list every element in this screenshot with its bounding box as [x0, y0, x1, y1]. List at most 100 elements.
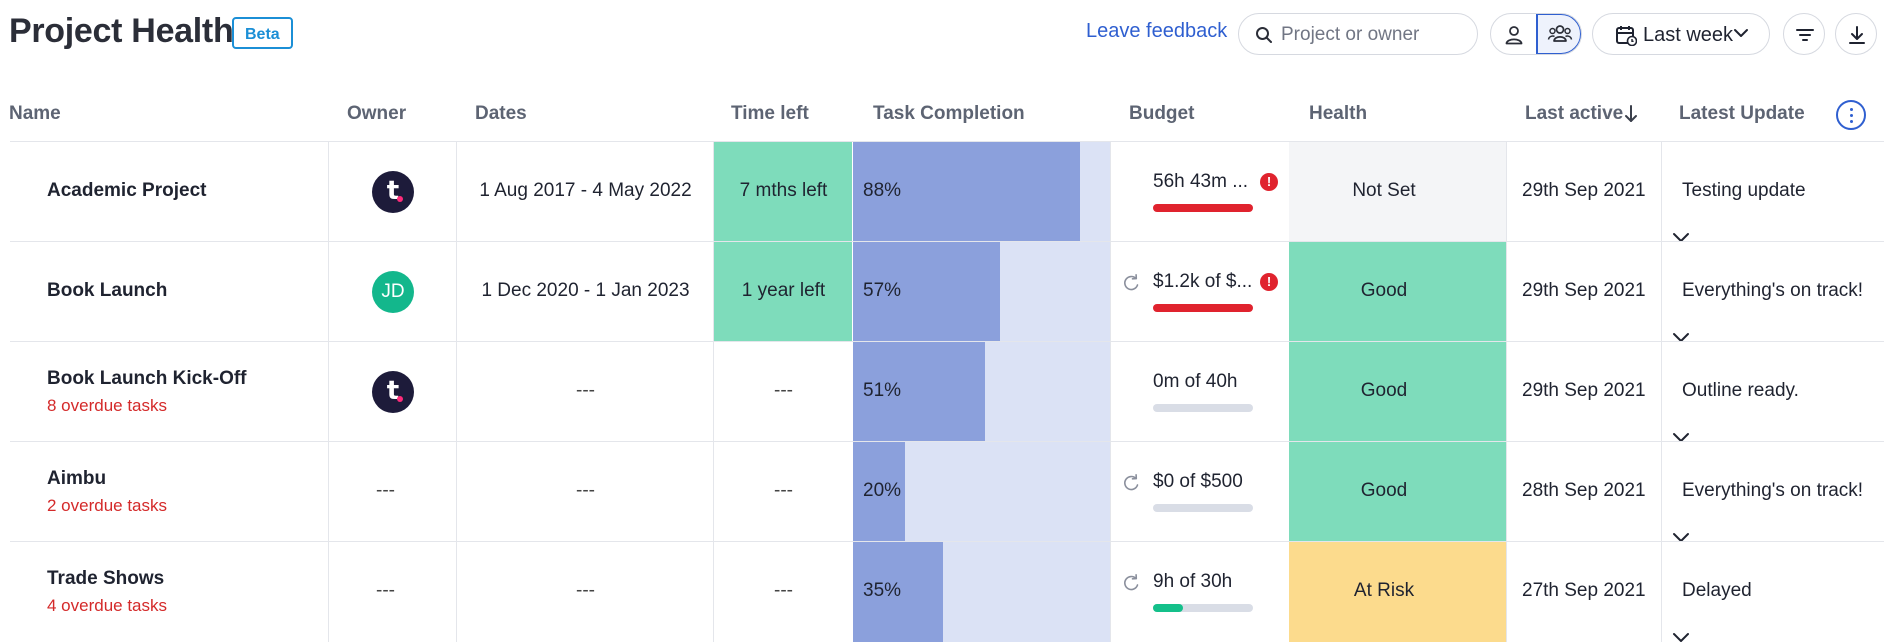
owner-cell: t	[328, 142, 456, 242]
recurring-icon	[1122, 573, 1142, 598]
completion-percent: 20%	[863, 480, 902, 501]
latest-update-text[interactable]: Everything's on track!	[1682, 280, 1864, 301]
project-dates: ---	[576, 480, 595, 501]
time-left-cell: 1 year left	[713, 242, 852, 342]
time-left-value: ---	[774, 580, 793, 601]
more-dots-icon	[1850, 108, 1853, 111]
single-user-view-button[interactable]	[1491, 14, 1536, 54]
owner-toggle	[1490, 13, 1582, 55]
search-box[interactable]	[1238, 13, 1478, 55]
health-dropdown[interactable]: Good	[1289, 242, 1689, 342]
search-icon	[1256, 27, 1272, 43]
health-dropdown[interactable]: Good	[1289, 442, 1689, 542]
overdue-tasks-link[interactable]: 8 overdue tasks	[47, 396, 168, 415]
column-header-name[interactable]: Name	[9, 103, 61, 124]
project-dates: ---	[576, 580, 595, 601]
owner-cell: ---	[328, 542, 456, 642]
owner-empty: ---	[376, 480, 395, 501]
time-left-value: 7 mths left	[739, 180, 828, 201]
table-row[interactable]: Academic Project t 1 Aug 2017 - 4 May 2022…	[10, 141, 1884, 242]
sort-descending-icon[interactable]	[1624, 104, 1638, 124]
column-header-time-left[interactable]: Time left	[731, 103, 809, 124]
project-name[interactable]: Book Launch	[47, 280, 168, 301]
dates-cell: ---	[456, 442, 713, 542]
health-status: Good	[1360, 480, 1408, 501]
project-name[interactable]: Aimbu	[47, 468, 107, 489]
column-options-button[interactable]	[1836, 100, 1866, 130]
health-dropdown[interactable]: At Risk	[1289, 542, 1689, 642]
page-header: Project Health Beta Leave feedback Last …	[0, 0, 1884, 68]
latest-update-cell[interactable]: Everything's on track!	[1661, 442, 1884, 542]
avatar[interactable]: t	[372, 171, 414, 213]
column-header-last-active[interactable]: Last active	[1525, 103, 1624, 124]
page-title: Project Health	[9, 12, 234, 50]
column-header-budget[interactable]: Budget	[1129, 103, 1195, 124]
last-active-date: 29th Sep 2021	[1522, 380, 1646, 401]
users-group-icon	[1547, 25, 1573, 42]
time-left-cell: ---	[713, 542, 852, 642]
table-row[interactable]: Aimbu 2 overdue tasks --- --- --- 20% $0 of $5…	[10, 441, 1884, 542]
budget-value: $1.2k of $...	[1153, 271, 1253, 292]
latest-update-cell[interactable]: Everything's on track!	[1661, 242, 1884, 342]
overdue-tasks-link[interactable]: 2 overdue tasks	[47, 496, 168, 515]
filter-button[interactable]	[1783, 13, 1825, 55]
calendar-icon	[1616, 26, 1637, 46]
project-name[interactable]: Book Launch Kick-Off	[47, 368, 247, 389]
project-dates: ---	[576, 380, 595, 401]
search-input[interactable]	[1279, 22, 1473, 48]
beta-badge: Beta	[232, 17, 293, 49]
recurring-icon	[1122, 473, 1142, 498]
leave-feedback-link[interactable]: Leave feedback	[1086, 20, 1228, 42]
latest-update-text[interactable]: Testing update	[1682, 180, 1806, 201]
budget-cell: 56h 43m ...!	[1110, 142, 1289, 242]
completion-bar	[853, 442, 905, 542]
download-button[interactable]	[1835, 13, 1877, 55]
time-left-cell: 7 mths left	[713, 142, 852, 242]
latest-update-text[interactable]: Everything's on track!	[1682, 480, 1864, 501]
owner-empty: ---	[376, 580, 395, 601]
health-dropdown[interactable]: Good	[1289, 342, 1689, 442]
latest-update-text[interactable]: Delayed	[1682, 580, 1752, 601]
task-completion-cell: 57%	[852, 242, 1110, 342]
latest-update-cell[interactable]: Delayed	[1661, 542, 1884, 642]
table-row[interactable]: Book Launch JD 1 Dec 2020 - 1 Jan 2023 1 ye…	[10, 241, 1884, 342]
more-dots-icon	[1850, 120, 1853, 123]
avatar[interactable]: t	[372, 371, 414, 413]
budget-value: 9h of 30h	[1153, 571, 1233, 592]
table-row[interactable]: Book Launch Kick-Off 8 overdue tasks t --- -…	[10, 341, 1884, 442]
column-header-owner[interactable]: Owner	[347, 103, 407, 124]
latest-update-cell[interactable]: Outline ready.	[1661, 342, 1884, 442]
completion-bar	[853, 242, 1000, 342]
last-active-date: 29th Sep 2021	[1522, 180, 1646, 201]
period-dropdown[interactable]: Last week	[1592, 13, 1770, 55]
column-header-dates[interactable]: Dates	[475, 103, 527, 124]
avatar[interactable]: JD	[372, 271, 414, 313]
overdue-tasks-link[interactable]: 4 overdue tasks	[47, 596, 168, 615]
chevron-down-icon	[1734, 29, 1748, 37]
column-header-latest-update[interactable]: Latest Update	[1679, 103, 1805, 124]
table-row[interactable]: Trade Shows 4 overdue tasks --- --- --- 35% 9h…	[10, 541, 1884, 642]
period-label: Last week	[1643, 24, 1734, 46]
owner-cell: ---	[328, 442, 456, 542]
completion-percent: 88%	[863, 180, 902, 201]
column-header-task-completion[interactable]: Task Completion	[873, 103, 1025, 124]
completion-bar	[853, 342, 985, 442]
project-name[interactable]: Trade Shows	[47, 568, 165, 589]
latest-update-text[interactable]: Outline ready.	[1682, 380, 1799, 401]
project-name[interactable]: Academic Project	[47, 180, 207, 201]
health-status: Good	[1360, 380, 1408, 401]
budget-progress	[1153, 504, 1253, 512]
time-left-cell: ---	[713, 442, 852, 542]
last-active-cell: 27th Sep 2021	[1506, 542, 1661, 642]
dates-cell: 1 Dec 2020 - 1 Jan 2023	[456, 242, 713, 342]
time-left-value: ---	[774, 380, 793, 401]
health-dropdown[interactable]: Not Set	[1289, 142, 1689, 242]
column-header-health[interactable]: Health	[1309, 103, 1368, 124]
recurring-icon	[1122, 273, 1142, 298]
alert-icon: !	[1260, 273, 1278, 291]
last-active-cell: 28th Sep 2021	[1506, 442, 1661, 542]
project-dates: 1 Aug 2017 - 4 May 2022	[479, 180, 692, 201]
team-view-button[interactable]	[1536, 14, 1581, 54]
latest-update-cell[interactable]: Testing update	[1661, 142, 1884, 242]
budget-cell: $1.2k of $...!	[1110, 242, 1289, 342]
